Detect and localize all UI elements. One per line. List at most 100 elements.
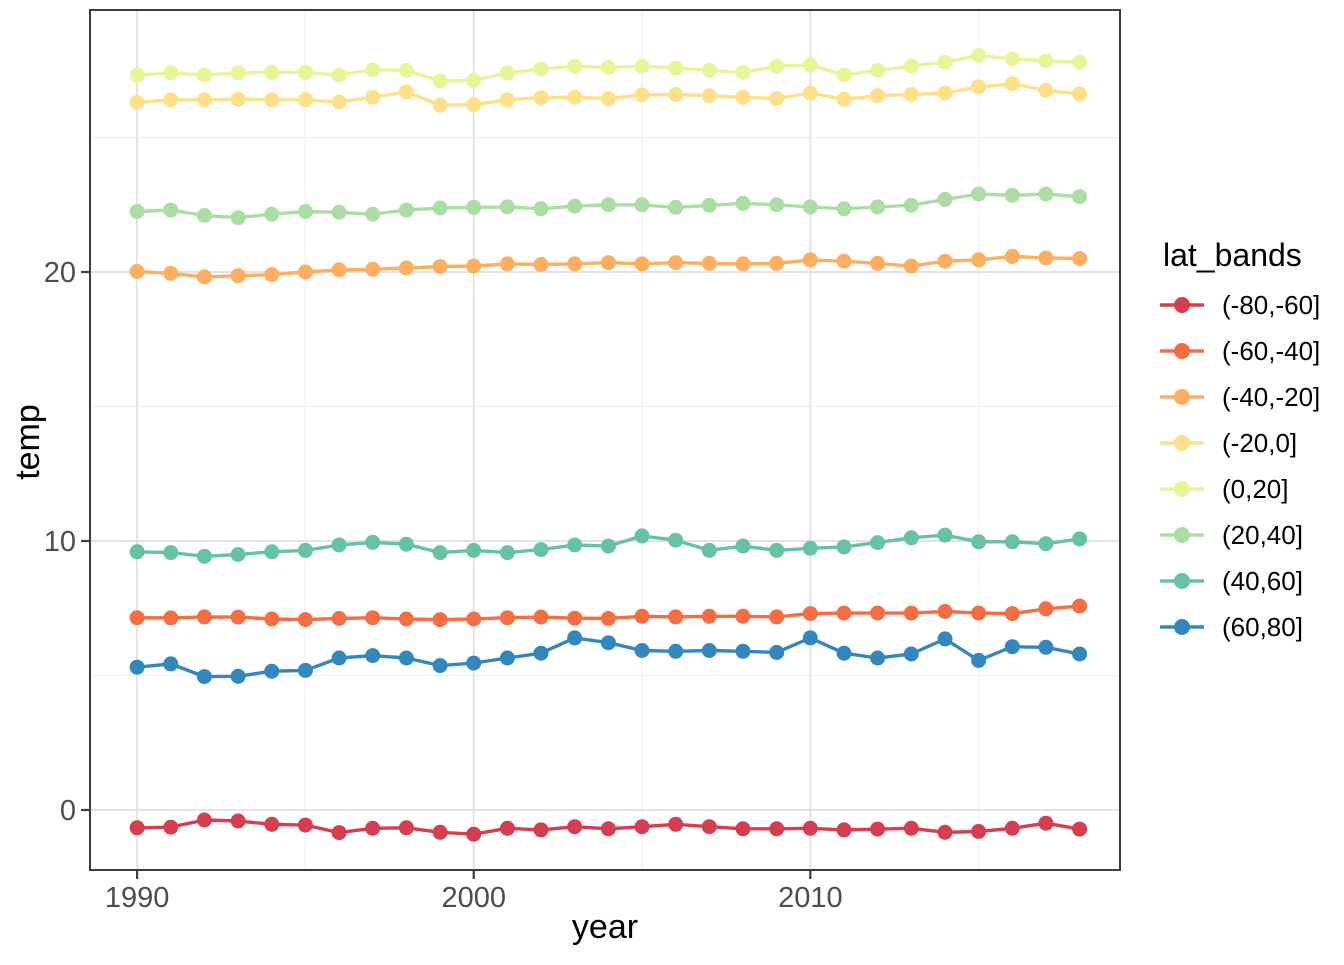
legend-key-point bbox=[1174, 297, 1190, 313]
x-axis-title: year bbox=[571, 908, 639, 946]
data-point bbox=[668, 255, 684, 271]
data-point bbox=[398, 84, 414, 100]
data-point bbox=[1038, 639, 1054, 655]
data-point bbox=[1038, 815, 1054, 831]
data-point bbox=[297, 264, 313, 280]
data-point bbox=[1004, 51, 1020, 67]
data-point bbox=[701, 819, 717, 835]
data-point bbox=[264, 92, 280, 108]
legend-key-icon bbox=[1160, 573, 1204, 589]
data-point bbox=[432, 545, 448, 561]
data-point bbox=[903, 87, 919, 102]
data-point bbox=[230, 65, 246, 81]
legend-entry-label: (-60,-40] bbox=[1222, 335, 1321, 366]
data-point bbox=[264, 611, 280, 627]
data-point bbox=[937, 54, 953, 70]
data-point bbox=[769, 542, 785, 558]
data-point bbox=[870, 62, 886, 78]
data-point bbox=[971, 652, 987, 668]
data-point bbox=[971, 605, 987, 621]
data-point bbox=[903, 58, 919, 74]
legend-key-icon bbox=[1160, 481, 1204, 497]
y-axis-title: temp bbox=[9, 404, 47, 480]
data-point bbox=[634, 87, 650, 103]
data-point bbox=[971, 48, 987, 63]
data-point bbox=[163, 819, 179, 835]
data-point bbox=[365, 534, 381, 550]
data-point bbox=[802, 630, 818, 646]
data-point bbox=[870, 605, 886, 621]
y-axis-tick-label: 10 bbox=[44, 526, 76, 558]
data-point bbox=[567, 630, 583, 646]
data-point bbox=[297, 64, 313, 80]
legend-entry-label: (-20,0] bbox=[1222, 427, 1298, 458]
data-point bbox=[600, 60, 616, 76]
data-point bbox=[398, 611, 414, 627]
data-point bbox=[701, 62, 717, 78]
data-point bbox=[701, 255, 717, 271]
data-point bbox=[533, 609, 549, 625]
data-point bbox=[802, 252, 818, 268]
data-point bbox=[567, 256, 583, 272]
data-point bbox=[668, 609, 684, 625]
data-point bbox=[836, 67, 852, 83]
data-point bbox=[1038, 536, 1054, 552]
legend-key-icon bbox=[1160, 619, 1204, 635]
data-point bbox=[398, 202, 414, 218]
data-point bbox=[499, 199, 515, 215]
data-point bbox=[870, 650, 886, 666]
data-point bbox=[735, 821, 751, 837]
data-point bbox=[1038, 601, 1054, 617]
legend-key-point bbox=[1174, 343, 1190, 359]
data-point bbox=[1004, 534, 1020, 550]
legend-key-icon bbox=[1160, 435, 1204, 451]
legend-entry-7: (60,80] bbox=[1160, 604, 1320, 650]
data-point bbox=[129, 264, 145, 279]
data-point bbox=[297, 92, 313, 108]
data-point bbox=[365, 62, 381, 78]
data-point bbox=[499, 65, 515, 81]
data-point bbox=[668, 532, 684, 548]
data-point bbox=[735, 256, 751, 272]
data-point bbox=[432, 73, 448, 89]
data-point bbox=[836, 253, 852, 269]
data-point bbox=[634, 197, 650, 213]
data-point bbox=[264, 663, 280, 679]
data-point bbox=[769, 58, 785, 74]
data-point bbox=[163, 545, 179, 561]
data-point bbox=[735, 608, 751, 624]
data-point bbox=[735, 89, 751, 105]
data-point bbox=[668, 87, 684, 102]
data-point bbox=[802, 820, 818, 836]
data-point bbox=[297, 204, 313, 219]
data-point bbox=[1072, 54, 1088, 70]
legend-entries: (-80,-60] (-60,-40] (-40,-20] (-20,0] (0,20]… bbox=[1160, 282, 1320, 650]
data-point bbox=[634, 643, 650, 658]
data-point bbox=[297, 612, 313, 628]
data-point bbox=[1072, 646, 1088, 662]
legend-key-point bbox=[1174, 619, 1190, 635]
data-point bbox=[499, 820, 515, 836]
data-point bbox=[230, 668, 246, 684]
data-point bbox=[701, 197, 717, 213]
data-point bbox=[230, 210, 246, 226]
legend-entry-label: (60,80] bbox=[1222, 611, 1303, 642]
data-point bbox=[466, 826, 482, 842]
data-point bbox=[1004, 639, 1020, 655]
x-axis-tick-label: 2000 bbox=[441, 882, 506, 914]
data-point bbox=[668, 816, 684, 832]
y-axis-tick-label: 0 bbox=[60, 795, 76, 827]
legend-entry-1: (-60,-40] bbox=[1160, 328, 1320, 374]
data-point bbox=[365, 89, 381, 105]
data-point bbox=[769, 609, 785, 625]
data-point bbox=[769, 197, 785, 213]
data-point bbox=[365, 820, 381, 836]
data-point bbox=[668, 199, 684, 215]
data-point bbox=[836, 539, 852, 555]
data-point bbox=[398, 62, 414, 78]
data-point bbox=[836, 605, 852, 621]
data-point bbox=[634, 528, 650, 544]
data-point bbox=[937, 191, 953, 207]
data-point bbox=[533, 645, 549, 661]
